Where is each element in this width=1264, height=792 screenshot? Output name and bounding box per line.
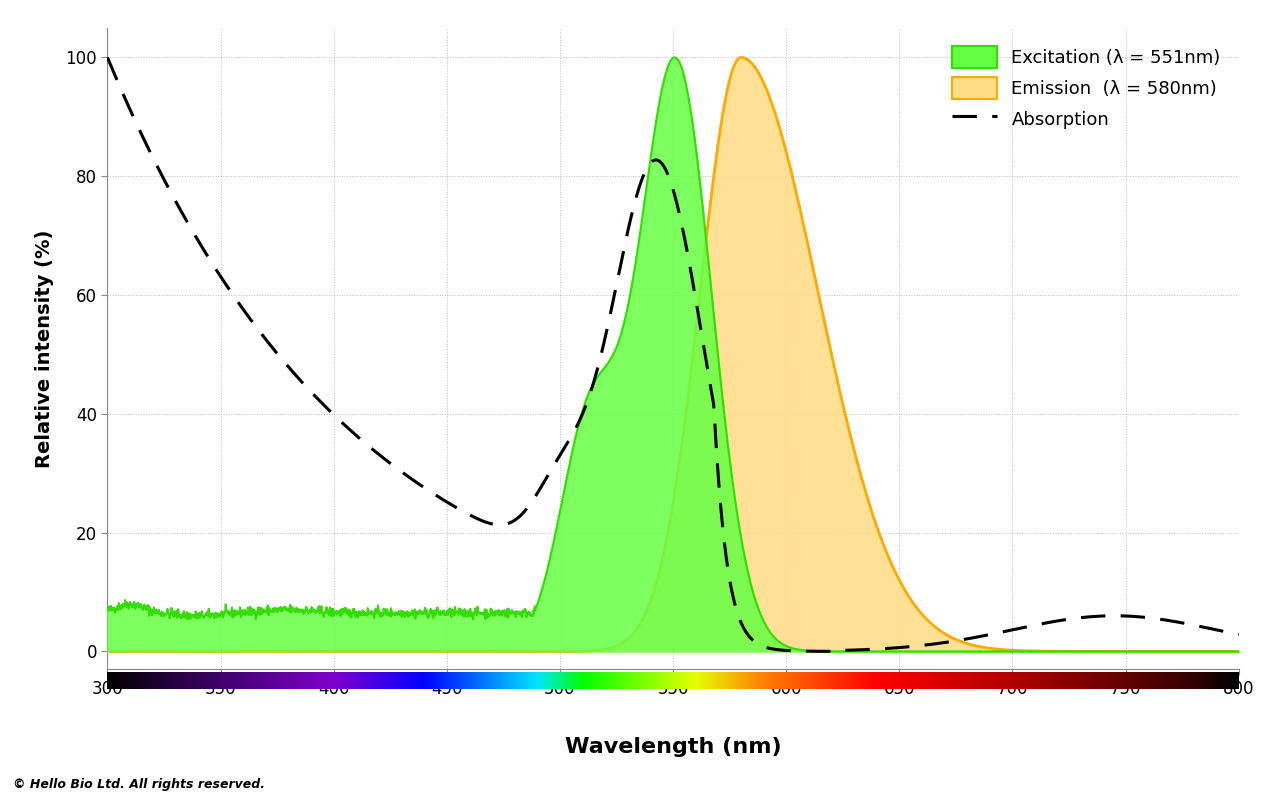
Y-axis label: Relative intensity (%): Relative intensity (%) [35,230,54,467]
Legend: Excitation (λ = 551nm), Emission  (λ = 580nm), Absorption: Excitation (λ = 551nm), Emission (λ = 58… [943,36,1230,139]
Text: © Hello Bio Ltd. All rights reserved.: © Hello Bio Ltd. All rights reserved. [13,778,264,791]
X-axis label: Wavelength (nm): Wavelength (nm) [565,737,781,756]
